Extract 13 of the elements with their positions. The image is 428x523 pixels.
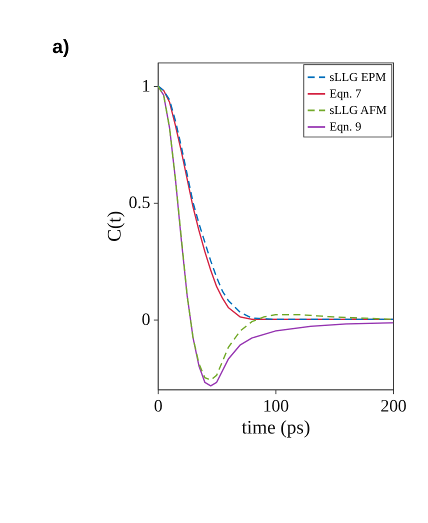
y-tick-label: 1 [142,75,150,96]
legend-label: Eqn. 7 [330,86,362,100]
y-tick-label: 0.5 [128,192,151,212]
y-tick-label: 0 [142,308,151,329]
chart-title: a) [52,36,70,58]
x-tick-label: 200 [380,396,407,416]
x-axis-title: time (ps) [242,417,310,438]
legend-label: sLLG AFM [330,102,387,117]
x-tick-label: 100 [262,396,290,416]
line-series [158,85,394,320]
legend-label: Eqn. 9 [330,119,362,134]
legend-label: sLLG EPM [330,70,386,84]
y-axis-title: C(t) [104,210,126,242]
